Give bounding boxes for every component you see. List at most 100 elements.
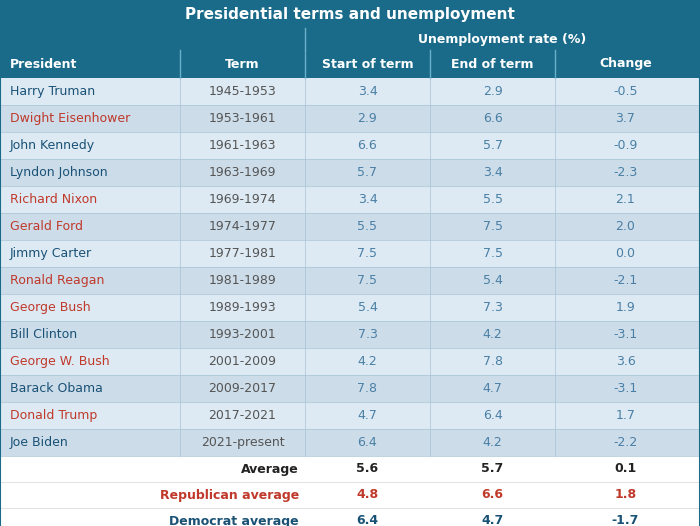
Text: Term: Term [225,57,260,70]
Text: 5.6: 5.6 [356,462,379,476]
Text: 7.3: 7.3 [358,328,377,341]
Text: 3.4: 3.4 [482,166,503,179]
Text: 5.7: 5.7 [358,166,377,179]
Bar [0,402,700,429]
Text: 1945-1953: 1945-1953 [209,85,276,98]
Text: 4.8: 4.8 [356,489,379,501]
Text: Jimmy Carter: Jimmy Carter [10,247,92,260]
Text: 2.9: 2.9 [358,112,377,125]
Text: 1.9: 1.9 [615,301,636,314]
Text: Republican average: Republican average [160,489,299,501]
Bar [0,132,700,159]
Text: 6.4: 6.4 [358,436,377,449]
Text: John Kennedy: John Kennedy [10,139,95,152]
Bar [0,456,700,482]
Text: 5.7: 5.7 [482,462,503,476]
Text: 1989-1993: 1989-1993 [209,301,276,314]
Text: 0.0: 0.0 [615,247,636,260]
Bar [0,50,700,78]
Text: Barack Obama: Barack Obama [10,382,103,395]
Text: -0.9: -0.9 [613,139,638,152]
Bar [0,375,700,402]
Text: 7.5: 7.5 [482,220,503,233]
Text: 1974-1977: 1974-1977 [209,220,276,233]
Text: 6.6: 6.6 [358,139,377,152]
Bar [0,348,700,375]
Text: Donald Trump: Donald Trump [10,409,97,422]
Text: 5.7: 5.7 [482,139,503,152]
Bar [0,28,700,50]
Text: 4.2: 4.2 [482,436,503,449]
Text: 1.8: 1.8 [615,489,636,501]
Bar [0,321,700,348]
Text: Start of term: Start of term [322,57,413,70]
Text: 7.8: 7.8 [482,355,503,368]
Bar [0,213,700,240]
Text: 7.5: 7.5 [358,247,377,260]
Text: President: President [10,57,78,70]
Text: -2.1: -2.1 [613,274,638,287]
Text: 1981-1989: 1981-1989 [209,274,276,287]
Text: 4.2: 4.2 [482,328,503,341]
Text: 7.3: 7.3 [482,301,503,314]
Text: Dwight Eisenhower: Dwight Eisenhower [10,112,130,125]
Text: Gerald Ford: Gerald Ford [10,220,83,233]
Bar [0,0,700,28]
Text: 2.1: 2.1 [615,193,636,206]
Text: 4.7: 4.7 [482,382,503,395]
Text: 5.4: 5.4 [358,301,377,314]
Text: Joe Biden: Joe Biden [10,436,69,449]
Text: 5.5: 5.5 [358,220,377,233]
Text: 6.4: 6.4 [482,409,503,422]
Text: 3.7: 3.7 [615,112,636,125]
Text: Change: Change [599,57,652,70]
Text: 1977-1981: 1977-1981 [209,247,276,260]
Bar [0,186,700,213]
Bar [0,105,700,132]
Text: -2.2: -2.2 [613,436,638,449]
Bar [0,294,700,321]
Text: George W. Bush: George W. Bush [10,355,110,368]
Text: 2017-2021: 2017-2021 [209,409,276,422]
Text: 1953-1961: 1953-1961 [209,112,276,125]
Text: Presidential terms and unemployment: Presidential terms and unemployment [185,6,515,22]
Bar [0,240,700,267]
Text: 3.4: 3.4 [358,193,377,206]
Text: 1961-1963: 1961-1963 [209,139,276,152]
Text: George Bush: George Bush [10,301,90,314]
Text: Democrat average: Democrat average [169,514,299,526]
Text: 6.6: 6.6 [482,489,503,501]
Text: 3.4: 3.4 [358,85,377,98]
Text: 4.7: 4.7 [482,514,503,526]
Text: 2001-2009: 2001-2009 [209,355,276,368]
Text: 2.9: 2.9 [482,85,503,98]
Text: 1963-1969: 1963-1969 [209,166,276,179]
Text: 5.4: 5.4 [482,274,503,287]
Text: 0.1: 0.1 [615,462,636,476]
Text: -3.1: -3.1 [613,382,638,395]
Text: 2.0: 2.0 [615,220,636,233]
Text: Richard Nixon: Richard Nixon [10,193,97,206]
Text: Harry Truman: Harry Truman [10,85,95,98]
Text: 7.8: 7.8 [358,382,377,395]
Text: Lyndon Johnson: Lyndon Johnson [10,166,108,179]
Text: End of term: End of term [452,57,533,70]
Text: Ronald Reagan: Ronald Reagan [10,274,104,287]
Text: 2009-2017: 2009-2017 [209,382,276,395]
Text: 5.5: 5.5 [482,193,503,206]
Bar [0,508,700,526]
Text: Average: Average [241,462,299,476]
Text: 1.7: 1.7 [615,409,636,422]
Text: -3.1: -3.1 [613,328,638,341]
Text: 1993-2001: 1993-2001 [209,328,276,341]
Text: 2021-present: 2021-present [201,436,284,449]
Text: 7.5: 7.5 [358,274,377,287]
Bar [0,159,700,186]
Text: 6.4: 6.4 [356,514,379,526]
Text: 3.6: 3.6 [615,355,636,368]
Text: 7.5: 7.5 [482,247,503,260]
Text: Unemployment rate (%): Unemployment rate (%) [419,33,587,46]
Text: -0.5: -0.5 [613,85,638,98]
Text: 4.2: 4.2 [358,355,377,368]
Text: -1.7: -1.7 [612,514,639,526]
